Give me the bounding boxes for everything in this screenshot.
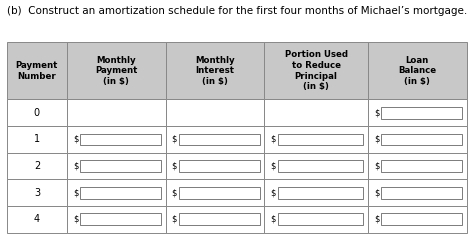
Text: $: $	[374, 188, 379, 197]
Text: $: $	[172, 135, 177, 144]
Bar	[67, 153, 166, 179]
Text: $: $	[172, 161, 177, 171]
Bar	[265, 99, 368, 126]
Bar	[368, 179, 467, 206]
Bar	[278, 187, 363, 199]
Bar	[381, 187, 462, 199]
Bar	[166, 42, 265, 99]
Bar	[7, 153, 67, 179]
Bar	[368, 206, 467, 233]
Bar	[166, 153, 265, 179]
Bar	[80, 133, 161, 145]
Text: $: $	[271, 135, 276, 144]
Text: 2: 2	[34, 161, 40, 171]
Text: Monthly
Payment
(in $): Monthly Payment (in $)	[95, 56, 137, 86]
Bar	[67, 42, 166, 99]
Bar	[381, 133, 462, 145]
Bar	[166, 179, 265, 206]
Bar	[265, 179, 368, 206]
Bar	[368, 153, 467, 179]
Text: $: $	[271, 188, 276, 197]
Text: 0: 0	[34, 108, 40, 118]
Bar	[67, 99, 166, 126]
Bar	[179, 187, 260, 199]
Bar	[265, 153, 368, 179]
Text: Monthly
Interest
(in $): Monthly Interest (in $)	[195, 56, 235, 86]
Text: Portion Used
to Reduce
Principal
(in $): Portion Used to Reduce Principal (in $)	[285, 50, 348, 91]
Bar	[67, 206, 166, 233]
Bar	[179, 133, 260, 145]
Bar	[368, 42, 467, 99]
Bar	[179, 213, 260, 225]
Bar	[80, 213, 161, 225]
Text: $: $	[172, 188, 177, 197]
Text: (b)  Construct an amortization schedule for the first four months of Michael’s m: (b) Construct an amortization schedule f…	[7, 6, 467, 16]
Bar	[166, 99, 265, 126]
Bar	[265, 42, 368, 99]
Bar	[67, 179, 166, 206]
Text: $: $	[271, 161, 276, 171]
Bar	[80, 187, 161, 199]
Bar	[166, 126, 265, 153]
Bar	[7, 206, 67, 233]
Bar	[381, 107, 462, 119]
Bar	[265, 206, 368, 233]
Text: $: $	[73, 215, 78, 224]
Text: $: $	[374, 108, 379, 117]
Text: 4: 4	[34, 214, 40, 224]
Text: 3: 3	[34, 188, 40, 198]
Bar	[67, 126, 166, 153]
Text: 1: 1	[34, 134, 40, 144]
Bar	[80, 160, 161, 172]
Text: $: $	[73, 161, 78, 171]
Bar	[265, 126, 368, 153]
Bar	[368, 99, 467, 126]
Bar	[278, 213, 363, 225]
Text: $: $	[73, 135, 78, 144]
Text: $: $	[271, 215, 276, 224]
Bar	[278, 160, 363, 172]
Text: Loan
Balance
(in $): Loan Balance (in $)	[398, 56, 436, 86]
Bar	[166, 206, 265, 233]
Bar	[7, 179, 67, 206]
Text: $: $	[374, 135, 379, 144]
Text: $: $	[73, 188, 78, 197]
Text: Payment
Number: Payment Number	[16, 61, 58, 81]
Text: $: $	[374, 215, 379, 224]
Bar	[179, 160, 260, 172]
Bar	[7, 42, 67, 99]
Bar	[7, 126, 67, 153]
Bar	[381, 160, 462, 172]
Bar	[368, 126, 467, 153]
Bar	[278, 133, 363, 145]
Text: $: $	[374, 161, 379, 171]
Text: $: $	[172, 215, 177, 224]
Bar	[7, 99, 67, 126]
Bar	[381, 213, 462, 225]
